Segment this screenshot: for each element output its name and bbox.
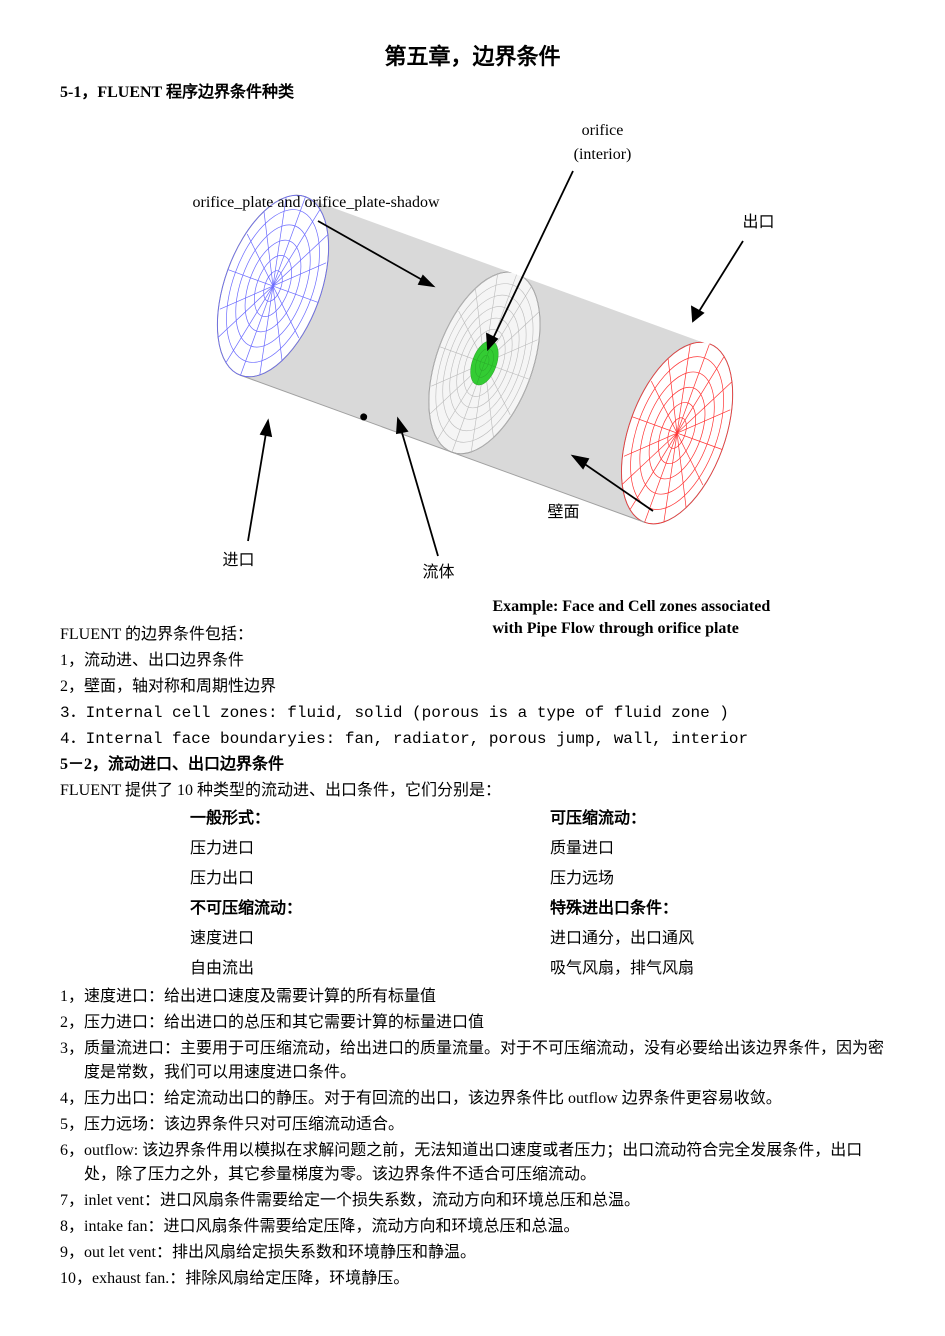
- intro-item-1: 1，流动进、出口边界条件: [60, 649, 885, 673]
- table-header-row-1: 一般形式： 可压缩流动：: [60, 805, 885, 833]
- figure-caption: Example: Face and Cell zones associated …: [493, 596, 833, 639]
- section-5-2-intro: FLUENT 提供了 10 种类型的流动进、出口条件，它们分别是：: [60, 779, 885, 803]
- pipe-figure: orifice (interior) orifice_plate and ori…: [93, 111, 853, 621]
- numbered-item-6: 6，outflow: 该边界条件用以模拟在求解问题之前，无法知道出口速度或者压力…: [60, 1139, 885, 1187]
- numbered-item-2: 2，压力进口：给出进口的总压和其它需要计算的标量进口值: [60, 1011, 885, 1035]
- label-inlet: 进口: [223, 549, 255, 573]
- col-head-incompressible: 不可压缩流动：: [60, 897, 490, 921]
- numbered-item-10: 10，exhaust fan.：排除风扇给定压降，环境静压。: [60, 1267, 885, 1291]
- section-5-1-heading: 5-1，FLUENT 程序边界条件种类: [60, 81, 885, 105]
- label-outlet: 出口: [743, 211, 775, 235]
- numbered-item-5: 5，压力远场：该边界条件只对可压缩流动适合。: [60, 1113, 885, 1137]
- label-fluid: 流体: [423, 561, 455, 585]
- section-5-2-heading: 5－2，流动进口、出口边界条件: [60, 753, 885, 777]
- intro-item-3: 3．Internal cell zones: fluid, solid (por…: [60, 701, 885, 725]
- col-head-compressible: 可压缩流动：: [490, 807, 850, 831]
- numbered-item-8: 8，intake fan：进口风扇条件需要给定压降，流动方向和环境总压和总温。: [60, 1215, 885, 1239]
- label-orifice-interior: orifice (interior): [553, 119, 653, 167]
- label-orifice-plate: orifice_plate and orifice_plate-shadow: [193, 191, 440, 215]
- col-head-general: 一般形式：: [60, 807, 490, 831]
- chapter-title: 第五章，边界条件: [60, 40, 885, 73]
- table-row: 自由流出 吸气风扇，排气风扇: [60, 955, 885, 983]
- numbered-item-1: 1，速度进口：给出进口速度及需要计算的所有标量值: [60, 985, 885, 1009]
- label-wall: 壁面: [548, 501, 580, 525]
- intro-item-4: 4．Internal face boundaryies: fan, radiat…: [60, 727, 885, 751]
- numbered-item-9: 9，out let vent：排出风扇给定损失系数和环境静压和静温。: [60, 1241, 885, 1265]
- table-header-row-2: 不可压缩流动： 特殊进出口条件：: [60, 895, 885, 923]
- numbered-item-3: 3，质量流进口：主要用于可压缩流动，给出进口的质量流量。对于不可压缩流动，没有必…: [60, 1037, 885, 1085]
- pipe-diagram-svg: [93, 111, 853, 621]
- table-row: 压力出口 压力远场: [60, 865, 885, 893]
- table-row: 压力进口 质量进口: [60, 835, 885, 863]
- table-row: 速度进口 进口通分，出口通风: [60, 925, 885, 953]
- intro-item-2: 2，壁面，轴对称和周期性边界: [60, 675, 885, 699]
- numbered-item-7: 7，inlet vent：进口风扇条件需要给定一个损失系数，流动方向和环境总压和…: [60, 1189, 885, 1213]
- numbered-item-4: 4，压力出口：给定流动出口的静压。对于有回流的出口，该边界条件比 outflow…: [60, 1087, 885, 1111]
- col-head-special: 特殊进出口条件：: [490, 897, 850, 921]
